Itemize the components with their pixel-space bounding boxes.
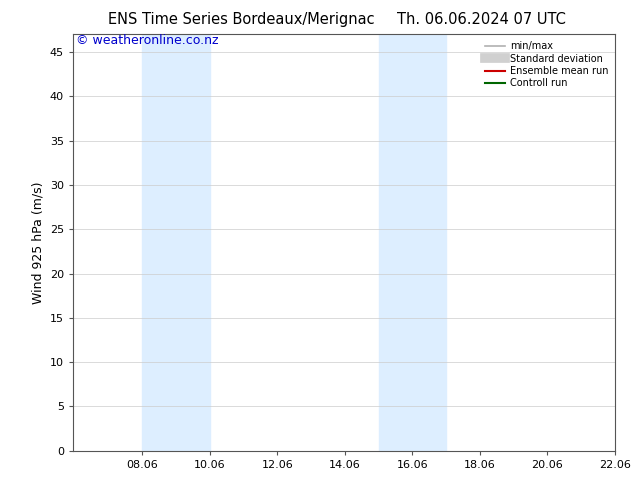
Text: ENS Time Series Bordeaux/Merignac: ENS Time Series Bordeaux/Merignac xyxy=(108,12,374,27)
Text: Th. 06.06.2024 07 UTC: Th. 06.06.2024 07 UTC xyxy=(398,12,566,27)
Bar xyxy=(143,34,210,451)
Bar xyxy=(378,34,446,451)
Legend: min/max, Standard deviation, Ensemble mean run, Controll run: min/max, Standard deviation, Ensemble me… xyxy=(483,39,610,90)
Y-axis label: Wind 925 hPa (m/s): Wind 925 hPa (m/s) xyxy=(31,181,44,304)
Text: © weatheronline.co.nz: © weatheronline.co.nz xyxy=(75,34,218,48)
